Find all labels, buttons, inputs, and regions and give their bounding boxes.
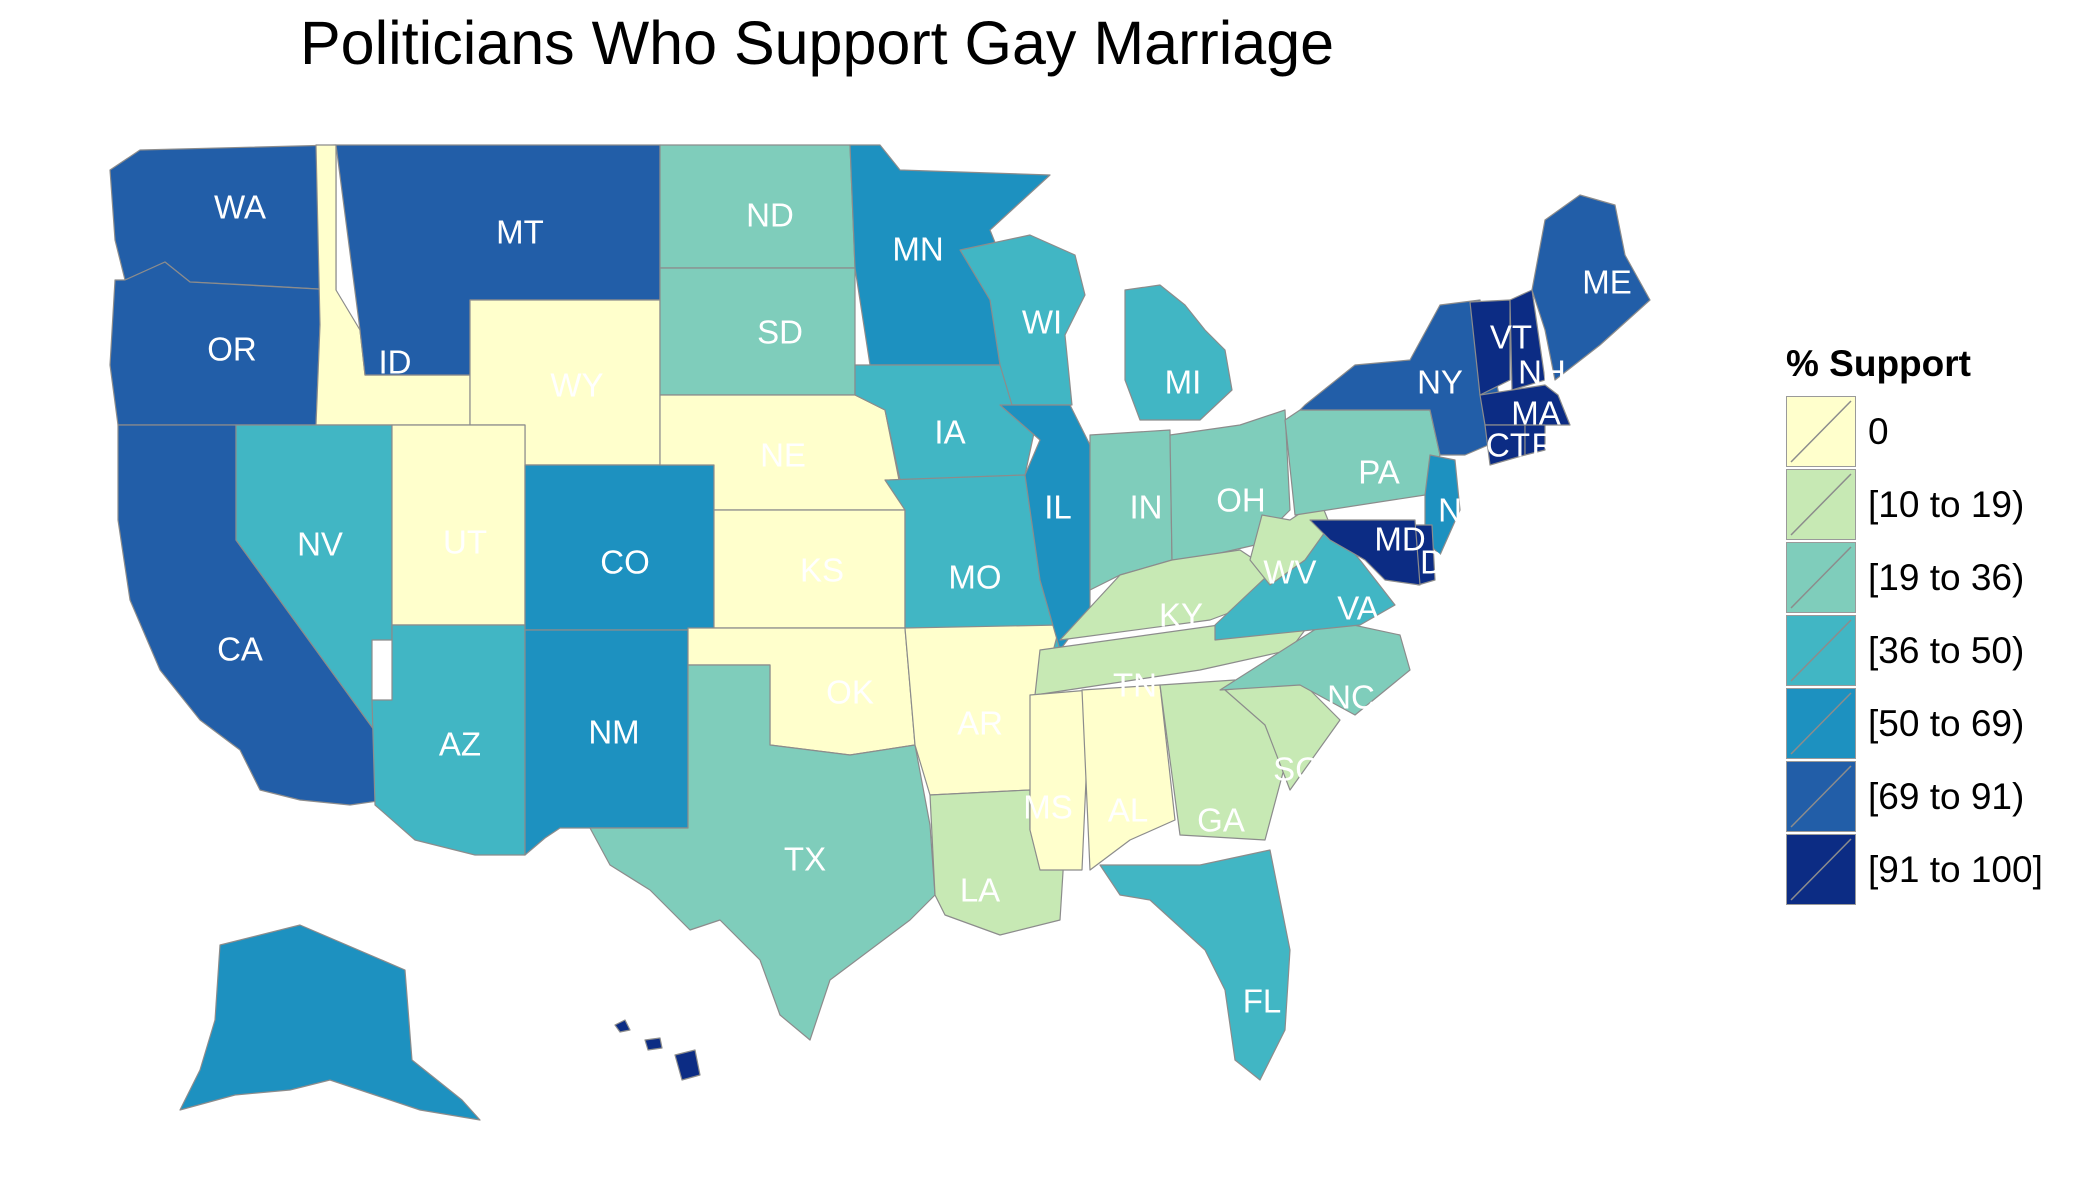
state-label-wv: WV: [1263, 554, 1316, 591]
state-label-va: VA: [1337, 590, 1379, 627]
state-label-az: AZ: [439, 726, 481, 763]
state-label-ne: NE: [760, 437, 806, 474]
map-title: Politicians Who Support Gay Marriage: [300, 9, 1335, 77]
state-al: [1081, 684, 1176, 871]
legend-swatch: [1786, 688, 1856, 759]
state-label-fl: FL: [1243, 983, 1282, 1020]
state-label-ut: UT: [443, 524, 487, 561]
state-md: [1309, 519, 1421, 586]
state-label-mt: MT: [496, 214, 544, 251]
state-label-or: OR: [207, 331, 257, 368]
state-label-sc: SC: [1273, 751, 1319, 788]
legend-label: [50 to 69): [1868, 702, 2025, 744]
state-label-mo: MO: [948, 559, 1001, 596]
state-label-wy: WY: [550, 367, 603, 404]
state-label-tx: TX: [784, 841, 826, 878]
state-label-nd: ND: [746, 197, 794, 234]
state-label-al: AL: [1108, 792, 1148, 829]
legend-item: [69 to 91): [1786, 760, 2043, 833]
state-label-de: D: [1420, 544, 1444, 581]
state-mi: [1124, 284, 1233, 421]
legend-swatch: [1786, 834, 1856, 905]
legend-label: [91 to 100]: [1868, 848, 2043, 890]
state-ri: [1524, 424, 1546, 456]
state-label-nj: N: [1438, 492, 1462, 529]
state-ms: [1029, 689, 1091, 871]
state-label-la: LA: [960, 872, 1000, 909]
legend-item: [50 to 69): [1786, 687, 2043, 760]
state-label-ny: NY: [1417, 364, 1463, 401]
state-label-ca: CA: [217, 631, 263, 668]
legend-swatch: [1786, 396, 1856, 467]
state-label-me: ME: [1582, 264, 1632, 301]
state-label-nh: NH: [1518, 354, 1566, 391]
state-label-nm: NM: [588, 714, 639, 751]
state-hi: [614, 1019, 701, 1081]
legend-title: % Support: [1786, 343, 1971, 384]
state-label-ia: IA: [934, 414, 965, 451]
state-fl: [1099, 849, 1291, 1081]
state-label-mi: MI: [1165, 364, 1202, 401]
state-label-wa: WA: [214, 189, 266, 226]
state-label-ar: AR: [957, 705, 1003, 742]
labels-layer: WA OR CA ID NV MT WY UT AZ CO NM ND SD NE KS OK TX MN IA MO…: [207, 189, 1632, 1020]
legend-swatch: [1786, 761, 1856, 832]
state-wv: [1249, 499, 1331, 586]
state-label-ok: OK: [826, 674, 874, 711]
state-label-tn: TN: [1113, 667, 1157, 704]
state-label-nc: NC: [1327, 679, 1375, 716]
legend-label: [69 to 91): [1868, 775, 2025, 817]
state-me: [1531, 194, 1651, 381]
state-label-md: MD: [1374, 521, 1425, 558]
legend-item: [19 to 36): [1786, 541, 2043, 614]
state-label-ms: MS: [1023, 789, 1073, 826]
legend-item: [91 to 100]: [1786, 833, 2043, 906]
state-label-ri: RI: [1532, 427, 1565, 464]
state-ak: [179, 924, 481, 1121]
legend-label: [36 to 50): [1868, 629, 2025, 671]
legend-swatch: [1786, 615, 1856, 686]
legend-item: [36 to 50): [1786, 614, 2043, 687]
state-label-mn: MN: [892, 231, 943, 268]
state-label-pa: PA: [1358, 454, 1400, 491]
legend-label: 0: [1868, 410, 1889, 452]
legend-item: [10 to 19): [1786, 468, 2043, 541]
state-wi: [959, 234, 1086, 406]
legend-swatch: [1786, 542, 1856, 613]
state-label-id: ID: [379, 344, 412, 381]
state-nj: [1424, 454, 1461, 556]
states-layer: [109, 144, 1651, 1121]
legend-swatch: [1786, 469, 1856, 540]
state-label-ks: KS: [800, 552, 844, 589]
legend-item: 0: [1786, 395, 2043, 468]
state-label-co: CO: [600, 544, 650, 581]
legend-rows: 0 [10 to 19) [19 to 36) [36 to 50) [50 to 69…: [1786, 395, 2043, 906]
state-tx: [589, 664, 936, 1041]
legend-label: [19 to 36): [1868, 556, 2025, 598]
state-label-il: IL: [1044, 489, 1072, 526]
state-label-ky: KY: [1159, 597, 1203, 634]
state-nh: [1509, 289, 1546, 391]
state-label-wi: WI: [1022, 304, 1062, 341]
state-label-sd: SD: [757, 314, 803, 351]
state-label-ct: CT: [1486, 427, 1530, 464]
state-label-oh: OH: [1216, 482, 1266, 519]
state-vt: [1469, 299, 1511, 396]
state-label-ga: GA: [1197, 802, 1245, 839]
state-label-in: IN: [1130, 489, 1163, 526]
state-label-vt: VT: [1490, 319, 1532, 356]
legend-label: [10 to 19): [1868, 483, 2025, 525]
state-label-ma: MA: [1511, 395, 1561, 432]
legend: % Support 0 [10 to 19) [19 to 36) [36 to 50…: [1786, 343, 2043, 906]
state-label-nv: NV: [297, 526, 343, 563]
